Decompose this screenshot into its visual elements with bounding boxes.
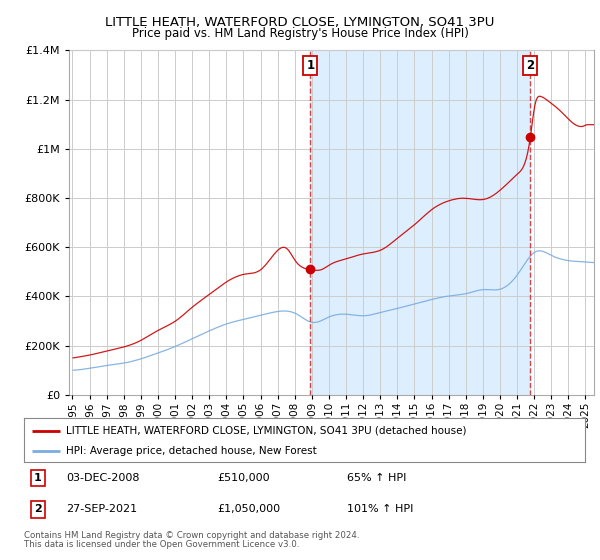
Text: LITTLE HEATH, WATERFORD CLOSE, LYMINGTON, SO41 3PU (detached house): LITTLE HEATH, WATERFORD CLOSE, LYMINGTON… — [66, 426, 467, 436]
Text: 2: 2 — [526, 59, 534, 72]
Text: £1,050,000: £1,050,000 — [218, 505, 281, 515]
Text: Price paid vs. HM Land Registry's House Price Index (HPI): Price paid vs. HM Land Registry's House … — [131, 27, 469, 40]
Text: 101% ↑ HPI: 101% ↑ HPI — [347, 505, 413, 515]
Text: 03-DEC-2008: 03-DEC-2008 — [66, 473, 140, 483]
Text: LITTLE HEATH, WATERFORD CLOSE, LYMINGTON, SO41 3PU: LITTLE HEATH, WATERFORD CLOSE, LYMINGTON… — [106, 16, 494, 29]
Text: 2: 2 — [34, 505, 42, 515]
Text: £510,000: £510,000 — [218, 473, 270, 483]
Bar — [310, 50, 530, 395]
Text: 27-SEP-2021: 27-SEP-2021 — [66, 505, 137, 515]
Text: 1: 1 — [307, 59, 314, 72]
Text: Contains HM Land Registry data © Crown copyright and database right 2024.: Contains HM Land Registry data © Crown c… — [24, 531, 359, 540]
Text: This data is licensed under the Open Government Licence v3.0.: This data is licensed under the Open Gov… — [24, 540, 299, 549]
Text: 1: 1 — [34, 473, 42, 483]
Text: 65% ↑ HPI: 65% ↑ HPI — [347, 473, 406, 483]
Text: HPI: Average price, detached house, New Forest: HPI: Average price, detached house, New … — [66, 446, 317, 456]
